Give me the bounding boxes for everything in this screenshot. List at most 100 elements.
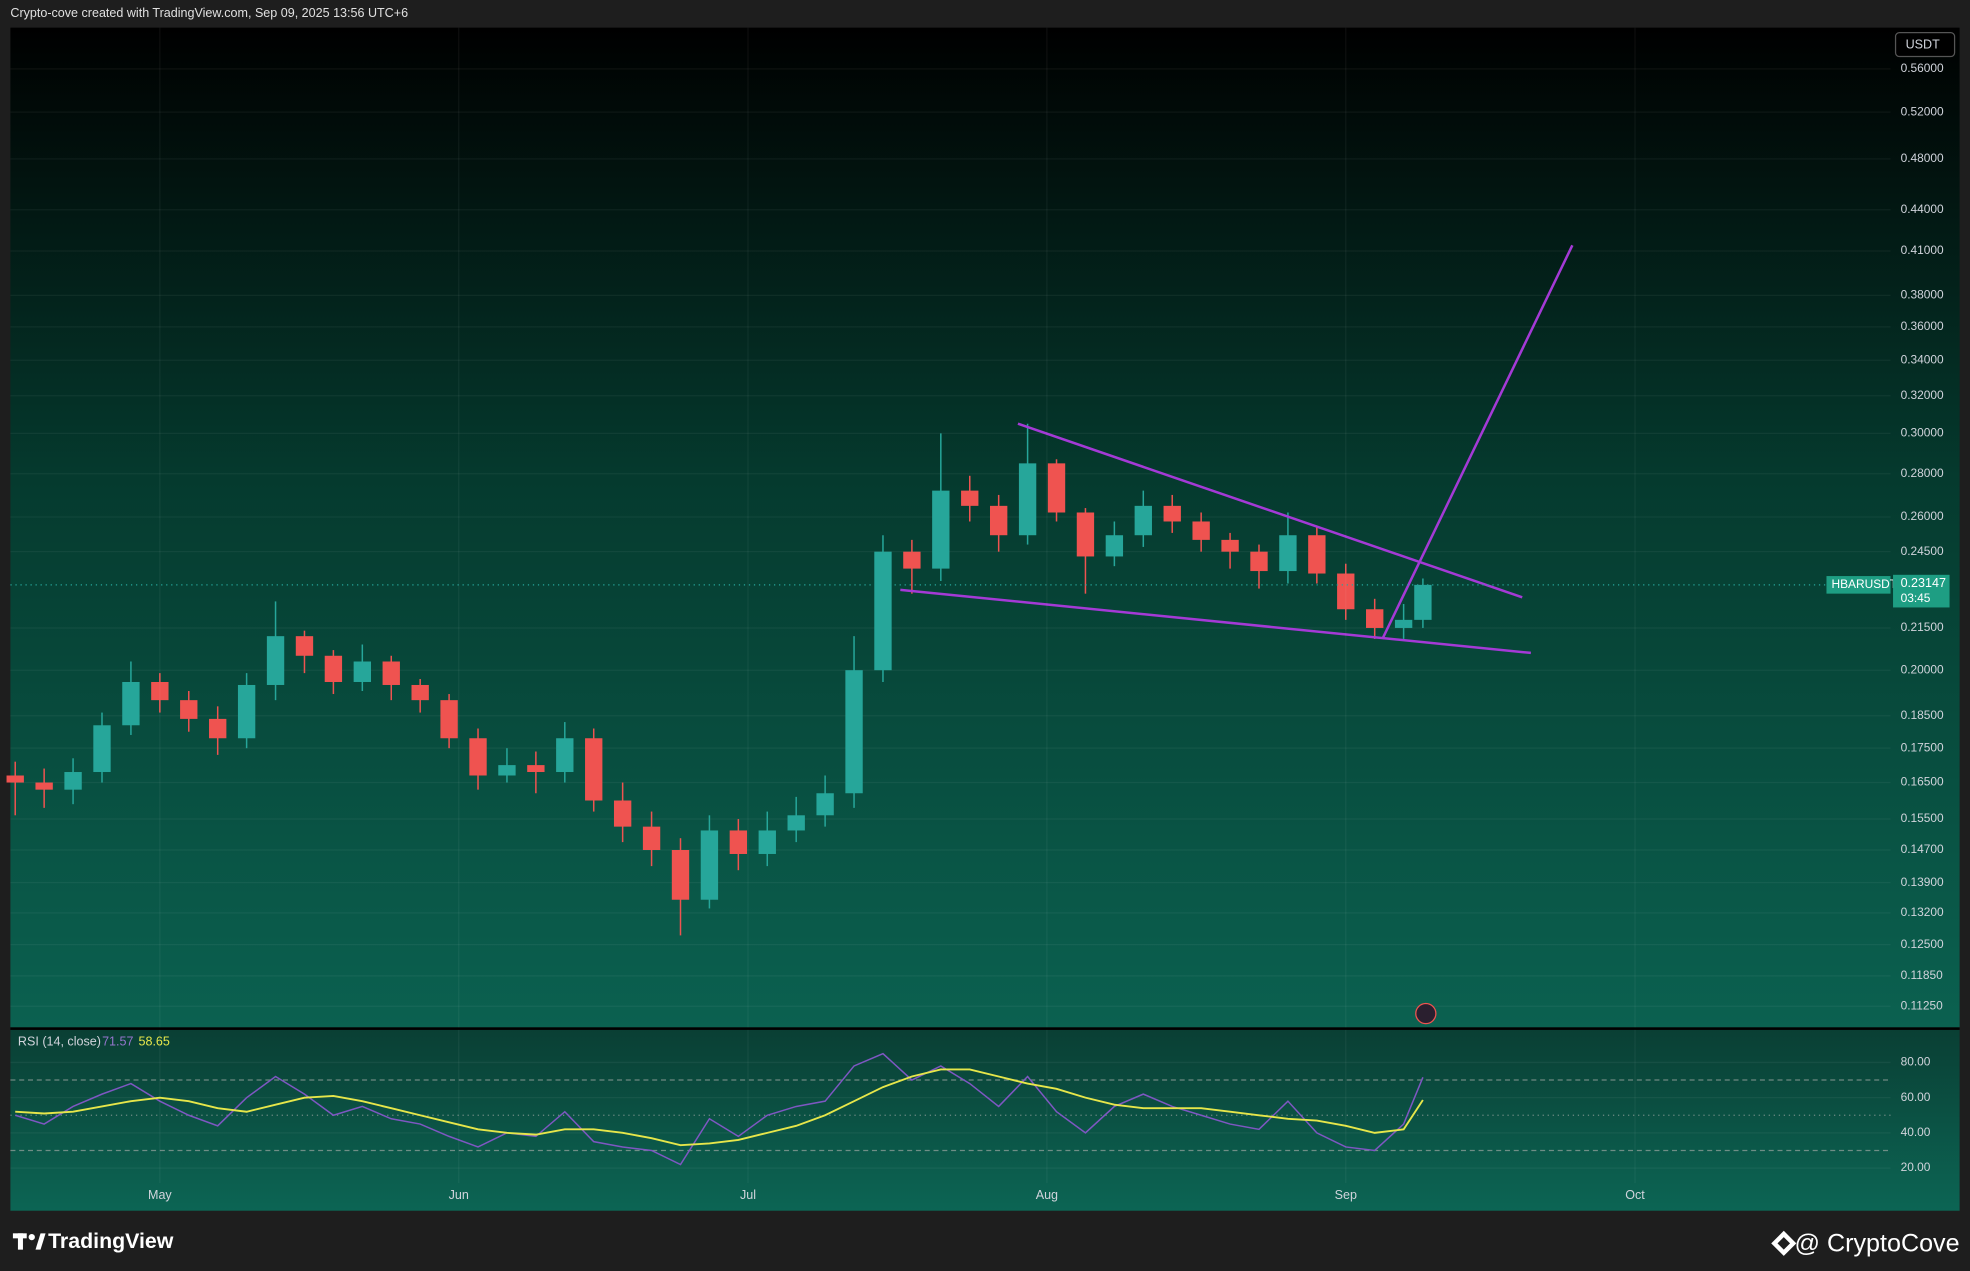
candle-body <box>613 800 632 827</box>
candle-body <box>1337 573 1355 610</box>
candle-body <box>1134 505 1152 536</box>
x-tick-label: Sep <box>1335 1188 1357 1202</box>
candle-body <box>122 681 140 726</box>
y-tick-label: 0.24500 <box>1901 544 1944 558</box>
y-tick-label: 0.56000 <box>1901 61 1944 75</box>
candle-body <box>498 765 516 776</box>
rsi-ma-value: 58.65 <box>139 1035 170 1049</box>
candle-body <box>1018 463 1037 536</box>
candle-body <box>527 765 545 773</box>
y-tick-label: 0.15500 <box>1901 811 1944 825</box>
candle-body <box>700 830 719 900</box>
y-tick-label: 0.18500 <box>1901 708 1944 722</box>
candle-body <box>209 718 227 739</box>
candle-body <box>353 661 371 682</box>
candle-body <box>237 684 256 739</box>
rsi-title: RSI (14, close) <box>18 1035 101 1049</box>
x-tick-label: May <box>148 1188 172 1202</box>
candle-body <box>35 782 53 790</box>
candle-body <box>671 849 690 900</box>
header-note: Crypto-cove created with TradingView.com… <box>10 6 408 20</box>
candle-body <box>469 738 487 776</box>
x-tick-label: Jul <box>740 1188 756 1202</box>
y-tick-label: 0.13900 <box>1901 875 1944 889</box>
candle-body <box>556 738 574 773</box>
y-tick-label: 0.12500 <box>1901 937 1944 951</box>
logo-part <box>17 1233 23 1250</box>
candle-body <box>1105 535 1124 557</box>
candle-body <box>1250 551 1268 572</box>
y-tick-label: 0.48000 <box>1901 151 1944 165</box>
price-pane <box>10 27 1960 1028</box>
y-tick-label: 0.41000 <box>1901 243 1944 257</box>
candle-body <box>1076 512 1095 557</box>
price-box <box>1893 574 1950 608</box>
candle-body <box>729 830 748 854</box>
y-tick-label: 0.44000 <box>1901 202 1944 216</box>
symbol-box <box>1826 576 1891 594</box>
brand: TradingView <box>48 1229 174 1253</box>
candle-body <box>440 700 458 739</box>
plot-layer <box>6 27 1891 1184</box>
trend-line <box>1381 244 1574 640</box>
rsi-value: 71.57 <box>102 1035 133 1049</box>
credit-icon <box>1771 1230 1797 1256</box>
trend-line <box>900 588 1532 655</box>
rsi-pane <box>10 1029 1960 1211</box>
candle-body <box>411 684 429 701</box>
x-tick-label: Aug <box>1036 1188 1058 1202</box>
candle-body <box>1163 505 1181 522</box>
candle-body <box>1221 539 1239 552</box>
y-tick-label: 0.32000 <box>1901 388 1944 402</box>
candle-body <box>382 661 400 685</box>
x-tick-label: Oct <box>1625 1188 1645 1202</box>
y-tick-label: 0.38000 <box>1901 288 1944 302</box>
candle-body <box>816 793 834 816</box>
y-tick-label: 0.30000 <box>1901 426 1944 440</box>
candle-body <box>845 670 863 794</box>
candle-body <box>1192 521 1210 540</box>
y-tick-label: 0.13200 <box>1901 905 1944 919</box>
candle-body <box>64 772 82 790</box>
candle-body <box>6 775 24 783</box>
candle-body <box>93 725 111 773</box>
tv-logo <box>12 1233 46 1250</box>
y-tick-label: 0.14700 <box>1901 842 1944 856</box>
y-tick-label: 0.36000 <box>1901 319 1944 333</box>
logo-part <box>35 1233 46 1250</box>
rsi-line <box>15 1068 1424 1147</box>
candle-body <box>151 681 169 701</box>
candle-body <box>642 826 661 850</box>
event-icon[interactable] <box>1415 1002 1437 1025</box>
candle-body <box>1366 609 1384 628</box>
y-tick-label: 0.52000 <box>1901 104 1944 118</box>
candle-body <box>1047 463 1066 513</box>
y-tick-label: 20.00 <box>1901 1160 1931 1174</box>
candle-body <box>266 636 285 685</box>
y-tick-label: 0.17500 <box>1901 740 1944 754</box>
y-tick-label: 0.26000 <box>1901 509 1944 523</box>
y-tick-label: 0.11250 <box>1901 998 1944 1012</box>
candle-body <box>1414 584 1432 620</box>
y-tick-label: 40.00 <box>1901 1125 1931 1139</box>
candle-body <box>961 490 979 506</box>
currency-button[interactable] <box>1894 32 1956 58</box>
candle-body <box>989 505 1008 536</box>
y-tick-label: 0.28000 <box>1901 466 1944 480</box>
rsi-line <box>15 1052 1424 1166</box>
y-tick-label: 0.21500 <box>1901 620 1944 634</box>
candle-body <box>324 655 343 682</box>
candle-body <box>1394 619 1413 628</box>
price-label: 0.23147 <box>1901 576 1946 590</box>
symbol: HBARUSDT <box>1831 577 1897 591</box>
y-tick-label: 80.00 <box>1901 1055 1931 1069</box>
countdown: 03:45 <box>1901 591 1931 605</box>
y-tick-label: 60.00 <box>1901 1090 1931 1104</box>
y-tick-label: 0.20000 <box>1901 662 1944 676</box>
candle-body <box>758 830 776 854</box>
candle-body <box>585 738 603 801</box>
candle-body <box>1308 535 1326 574</box>
currency[interactable]: USDT <box>1906 38 1940 52</box>
logo-part <box>28 1233 35 1241</box>
